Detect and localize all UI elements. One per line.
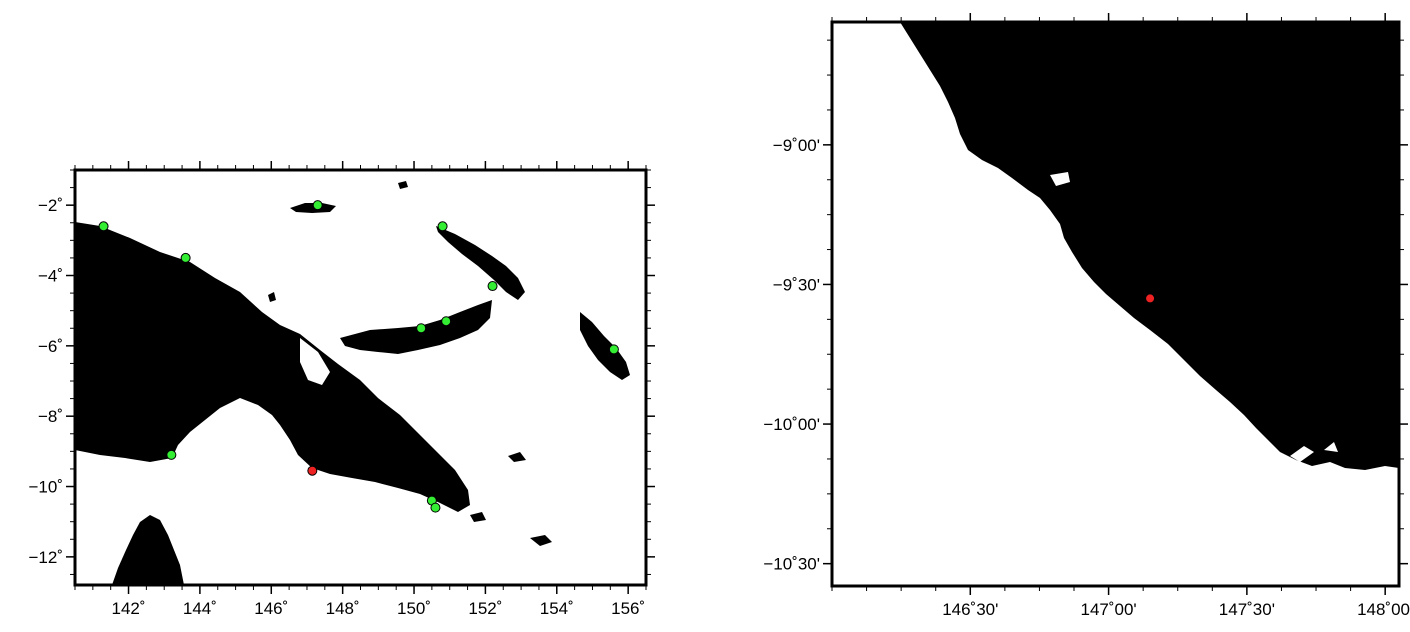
- inset-ticks: 146˚30' 147˚00' 147˚30' 148˚00' −9˚00' −9˚30'…: [763, 13, 1410, 619]
- y-tick-label: −10˚30': [763, 555, 820, 574]
- station-marker-green: [430, 502, 441, 513]
- x-tick-label: 147˚00': [1080, 600, 1136, 619]
- overview-ticks: 142˚ 144˚ 146˚ 148˚ 150˚ 152˚ 154˚ 156˚ −2˚ −4˚ −6…: [29, 161, 655, 618]
- x-tick-label: 146˚30': [942, 600, 998, 619]
- x-tick-label: 152˚: [468, 599, 502, 618]
- y-tick-label: −12˚: [29, 548, 64, 567]
- y-tick-label: −9˚00': [773, 136, 820, 155]
- station-marker-green: [441, 316, 452, 327]
- station-marker-green: [608, 344, 619, 355]
- x-tick-label: 146˚: [254, 599, 288, 618]
- y-tick-label: −10˚00': [763, 415, 820, 434]
- overview-map: 142˚ 144˚ 146˚ 148˚ 150˚ 152˚ 154˚ 156˚ −2˚ −4˚ −6…: [29, 161, 655, 618]
- overview-stations: [98, 200, 619, 513]
- y-tick-label: −9˚30': [773, 275, 820, 294]
- x-tick-label: 147˚30': [1219, 600, 1275, 619]
- station-marker-red: [1145, 293, 1156, 304]
- inset-landmass: [900, 22, 1399, 470]
- inset-frame: [830, 20, 1401, 588]
- y-tick-label: −4˚: [38, 267, 63, 286]
- station-marker-green: [166, 449, 177, 460]
- station-marker-green: [98, 221, 109, 232]
- station-marker-green: [437, 221, 448, 232]
- station-marker-green: [312, 200, 323, 211]
- x-tick-label: 144˚: [183, 599, 217, 618]
- station-marker-green: [487, 281, 498, 292]
- x-tick-label: 148˚00': [1357, 600, 1410, 619]
- x-tick-label: 142˚: [112, 599, 146, 618]
- y-tick-label: −6˚: [38, 337, 63, 356]
- x-tick-label: 150˚: [397, 599, 431, 618]
- overview-landmass: [75, 181, 630, 585]
- station-marker-green: [180, 252, 191, 263]
- y-tick-label: −10˚: [29, 478, 64, 497]
- y-tick-label: −2˚: [38, 196, 63, 215]
- x-tick-label: 154˚: [540, 599, 574, 618]
- station-marker-green: [416, 323, 427, 334]
- inset-map: 146˚30' 147˚00' 147˚30' 148˚00' −9˚00' −9˚30'…: [763, 13, 1410, 619]
- y-tick-label: −8˚: [38, 407, 63, 426]
- x-tick-label: 156˚: [611, 599, 645, 618]
- inset-stations: [1145, 293, 1156, 304]
- station-marker-red: [307, 465, 318, 476]
- x-tick-label: 148˚: [326, 599, 360, 618]
